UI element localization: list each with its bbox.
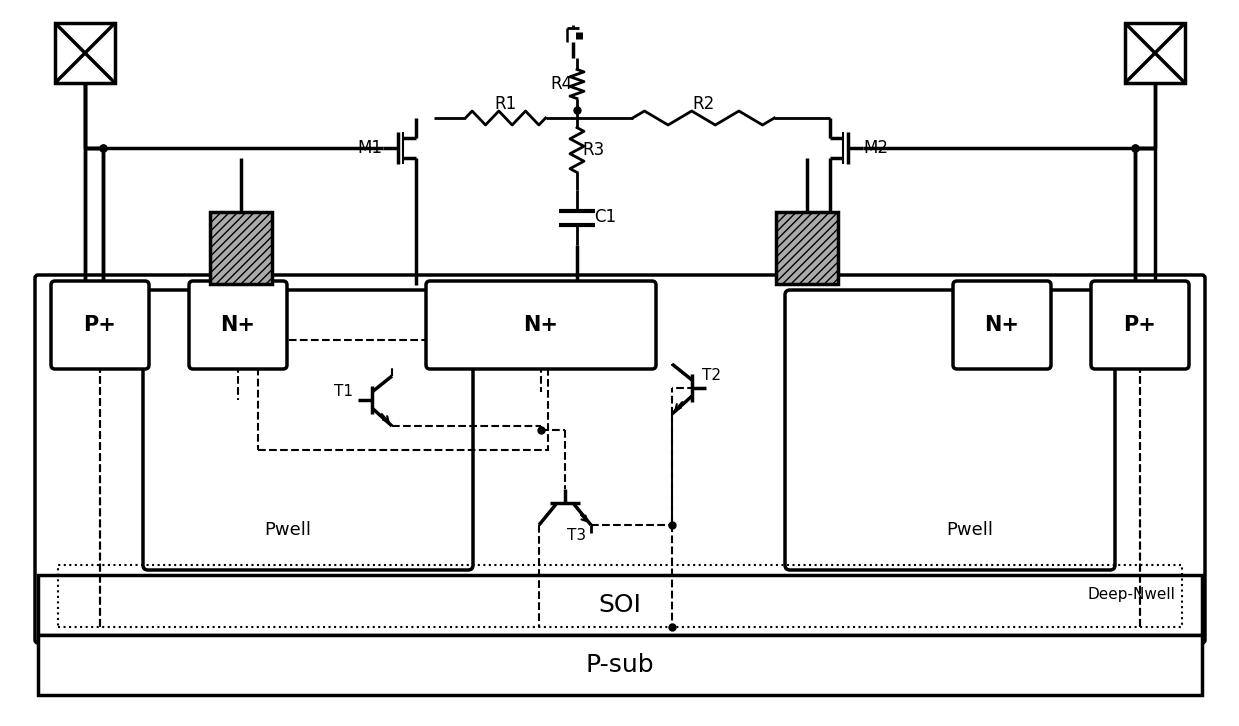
Text: P+: P+	[83, 315, 116, 335]
Text: R2: R2	[693, 95, 715, 113]
Text: T2: T2	[703, 369, 721, 383]
Bar	[38, 575, 1202, 635]
Bar	[776, 212, 838, 284]
Text: N+: N+	[221, 315, 255, 335]
Bar	[38, 635, 1202, 695]
FancyBboxPatch shape	[51, 281, 149, 369]
Text: P-sub: P-sub	[586, 653, 654, 677]
Text: R1: R1	[494, 95, 517, 113]
FancyBboxPatch shape	[426, 281, 655, 369]
Text: Deep-Nwell: Deep-Nwell	[1087, 587, 1175, 603]
Text: Pwell: Pwell	[264, 521, 311, 539]
Bar	[58, 565, 1182, 627]
Bar	[209, 212, 273, 284]
Text: N+: N+	[524, 315, 559, 335]
Text: R4: R4	[550, 75, 572, 93]
Text: T3: T3	[567, 528, 586, 542]
Bar	[55, 23, 115, 83]
FancyBboxPatch shape	[35, 275, 1206, 643]
Text: N+: N+	[985, 315, 1020, 335]
Text: SOI: SOI	[598, 593, 642, 617]
FancyBboxPatch shape	[953, 281, 1051, 369]
Text: M2: M2	[864, 139, 888, 157]
Text: R3: R3	[582, 141, 605, 159]
Text: P+: P+	[1124, 315, 1156, 335]
Text: M1: M1	[358, 139, 383, 157]
Text: Pwell: Pwell	[947, 521, 994, 539]
Text: C1: C1	[593, 208, 616, 227]
FancyBboxPatch shape	[190, 281, 287, 369]
FancyBboxPatch shape	[1092, 281, 1189, 369]
Bar	[258, 340, 548, 450]
Bar	[1125, 23, 1184, 83]
Text: T1: T1	[335, 385, 353, 399]
